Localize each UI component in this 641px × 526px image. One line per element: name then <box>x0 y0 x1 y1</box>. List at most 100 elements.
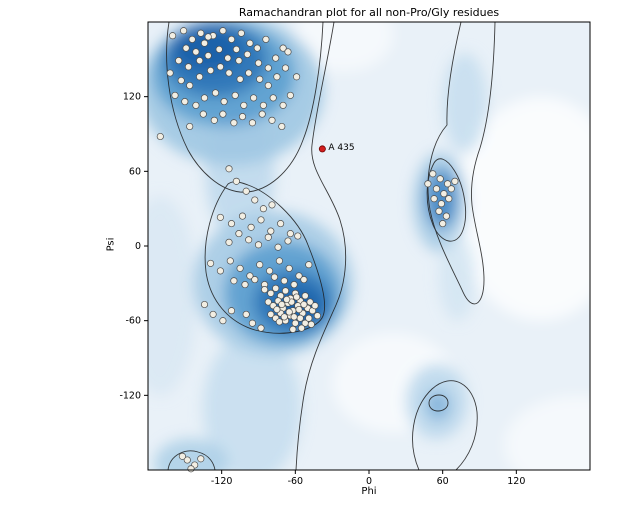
residue-point <box>264 233 272 241</box>
residue-point <box>259 101 267 109</box>
residue-point <box>200 39 209 47</box>
residue-point <box>267 310 275 318</box>
residue-point <box>166 69 174 77</box>
residue-point <box>230 277 238 285</box>
residue-point <box>278 122 286 131</box>
residue-point <box>169 32 177 40</box>
residue-point <box>243 50 251 58</box>
residue-point <box>435 207 443 215</box>
residue-point <box>215 45 223 53</box>
residue-point <box>294 232 302 240</box>
residue-point <box>442 212 450 220</box>
residue-point <box>268 116 276 124</box>
residue-point <box>439 220 447 228</box>
residue-point <box>216 213 224 221</box>
residue-point <box>279 101 287 109</box>
residue-point <box>444 180 452 188</box>
residue-point <box>291 319 299 327</box>
residue-point <box>297 324 306 332</box>
residue-point <box>272 54 280 62</box>
residue-point <box>219 317 227 325</box>
residue-point <box>301 292 309 300</box>
residue-point <box>220 98 228 106</box>
y-tick-label: -120 <box>119 390 141 401</box>
residue-point <box>430 195 438 203</box>
residue-point <box>175 57 183 65</box>
residue-point <box>248 319 256 327</box>
residue-point <box>273 73 281 81</box>
residue-point <box>188 35 196 43</box>
residue-point <box>273 305 281 314</box>
residue-point <box>207 66 215 75</box>
residue-point <box>275 318 283 326</box>
residue-point <box>277 220 285 228</box>
residue-point <box>285 264 293 272</box>
residue-point <box>232 177 240 185</box>
residue-point <box>196 73 204 81</box>
residue-point <box>264 298 272 306</box>
x-tick-label: -120 <box>211 476 233 487</box>
residue-point <box>216 267 224 275</box>
residue-point <box>266 267 274 275</box>
residue-point <box>429 170 437 178</box>
residue-point <box>245 69 253 77</box>
outlier-label: A 435 <box>328 143 354 153</box>
residue-point <box>262 35 270 43</box>
residue-point <box>197 29 205 37</box>
x-tick-label: 0 <box>366 476 372 487</box>
chart-title: Ramachandran plot for all non-Pro/Gly re… <box>238 6 500 19</box>
residue-point <box>261 286 269 294</box>
residue-point <box>196 57 204 65</box>
residue-point <box>307 320 315 328</box>
contour-layer <box>166 22 496 470</box>
residue-point <box>293 293 301 301</box>
residue-point <box>313 312 321 320</box>
y-tick-label: 120 <box>123 92 141 103</box>
residue-point <box>278 300 286 309</box>
residue-point <box>211 89 220 97</box>
residue-point <box>183 456 191 464</box>
residue-point <box>204 52 212 60</box>
residue-point <box>245 236 253 244</box>
residue-point <box>219 27 227 35</box>
residue-point <box>280 313 288 321</box>
residue-point <box>200 94 209 102</box>
residue-point <box>238 113 247 121</box>
residue-point <box>197 455 205 463</box>
residue-point <box>296 314 304 322</box>
residue-point <box>181 98 189 106</box>
residue-point <box>186 81 194 90</box>
residue-point <box>225 69 233 77</box>
residue-point <box>253 44 261 52</box>
residue-point <box>254 241 263 249</box>
residue-point <box>268 201 276 209</box>
residue-point <box>192 48 200 56</box>
residue-point <box>300 276 308 284</box>
residue-point <box>279 44 287 52</box>
residue-point <box>216 63 224 71</box>
residue-point <box>230 119 238 127</box>
residue-point <box>180 27 188 35</box>
y-tick-label: 0 <box>135 241 141 252</box>
residue-point <box>264 64 272 72</box>
residue-point <box>204 33 212 41</box>
residue-point <box>290 313 298 321</box>
residue-point <box>269 94 277 102</box>
residue-point <box>254 59 263 67</box>
residue-point <box>227 220 236 228</box>
residue-point <box>199 110 207 118</box>
residue-point <box>264 81 272 90</box>
residue-point <box>156 132 164 141</box>
y-tick-label: -60 <box>125 316 141 327</box>
residue-point <box>447 185 455 193</box>
residue-point <box>283 295 291 304</box>
residue-point <box>284 237 292 245</box>
residue-points <box>156 27 459 473</box>
x-tick-label: 60 <box>437 476 449 487</box>
residue-point <box>236 264 244 272</box>
residue-point <box>267 289 275 297</box>
residue-point <box>306 298 314 306</box>
residue-point <box>242 187 250 195</box>
residue-point <box>235 230 243 238</box>
